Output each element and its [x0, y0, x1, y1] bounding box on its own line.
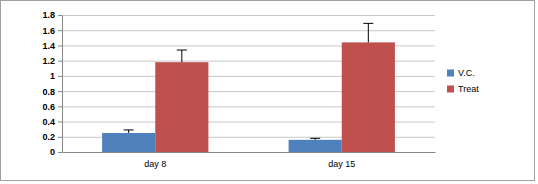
- legend-swatch: [447, 86, 454, 93]
- grid: [62, 16, 435, 153]
- x-tick: day 8: [144, 159, 166, 169]
- bar: [155, 62, 208, 152]
- x-axis: day 8 day 15: [63, 153, 436, 170]
- y-tick-mark: [58, 106, 62, 107]
- error-bar: [363, 23, 373, 42]
- y-tick: 0.2: [42, 132, 62, 142]
- bar: [102, 133, 155, 152]
- legend-swatch: [447, 70, 454, 77]
- bars: [102, 23, 395, 152]
- y-tick-mark: [58, 15, 62, 16]
- y-tick-label: 1.8: [42, 10, 55, 20]
- y-tick-label: 1: [50, 71, 55, 81]
- y-tick: 1.6: [42, 26, 62, 36]
- grid-line: [62, 152, 435, 153]
- y-axis: 0 0.2 0.4 0.6 0.8 1 1.2 1.4 1.6 1.8: [42, 10, 62, 157]
- y-tick-mark: [58, 137, 62, 138]
- legend-item: Treat: [447, 84, 479, 94]
- bar: [342, 42, 395, 152]
- error-bar: [124, 130, 134, 133]
- y-tick-mark: [58, 91, 62, 92]
- y-tick-label: 0: [50, 147, 55, 157]
- chart-frame: [1, 1, 535, 181]
- bar: [289, 140, 342, 152]
- grid-line: [62, 30, 435, 31]
- y-tick-label: 0.6: [42, 102, 55, 112]
- y-axis-line: [62, 16, 63, 153]
- y-tick-label: 0.4: [42, 117, 55, 127]
- y-tick-label: 1.2: [42, 56, 55, 66]
- y-tick-mark: [58, 152, 62, 153]
- y-tick-mark: [58, 122, 62, 123]
- y-tick-label: 0.8: [42, 86, 55, 96]
- y-tick-label: 1.6: [42, 26, 55, 36]
- legend-item: V.C.: [447, 68, 475, 78]
- x-axis-line: [63, 152, 436, 153]
- grid-line: [62, 15, 435, 16]
- legend-label: Treat: [458, 84, 479, 94]
- y-tick: 1.8: [42, 10, 62, 20]
- error-bar: [177, 50, 187, 62]
- y-tick-mark: [58, 30, 62, 31]
- y-tick: 1.4: [42, 41, 62, 51]
- x-tick: day 15: [328, 159, 355, 169]
- y-tick-mark: [58, 76, 62, 77]
- chart: 0 0.2 0.4 0.6 0.8 1 1.2 1.4 1.6 1.8 day 8 day 15 V.C…: [0, 0, 538, 184]
- legend-label: V.C.: [458, 68, 475, 78]
- y-tick: 0.4: [42, 117, 62, 127]
- x-tick-label: day 8: [144, 159, 166, 169]
- error-bar: [310, 138, 320, 140]
- series: [155, 23, 395, 152]
- y-tick: 1.2: [42, 56, 62, 66]
- y-tick: 1: [50, 71, 62, 81]
- y-tick-label: 1.4: [42, 41, 55, 51]
- plot: 0 0.2 0.4 0.6 0.8 1 1.2 1.4 1.6 1.8 day 8 day 15: [42, 10, 435, 169]
- y-tick-label: 0.2: [42, 132, 55, 142]
- y-tick-mark: [58, 45, 62, 46]
- y-tick: 0: [50, 147, 62, 157]
- y-tick: 0.6: [42, 102, 62, 112]
- y-tick-mark: [58, 61, 62, 62]
- y-tick: 0.8: [42, 86, 62, 96]
- series: [102, 130, 342, 152]
- legend: V.C. Treat: [447, 68, 479, 94]
- x-tick-label: day 15: [328, 159, 355, 169]
